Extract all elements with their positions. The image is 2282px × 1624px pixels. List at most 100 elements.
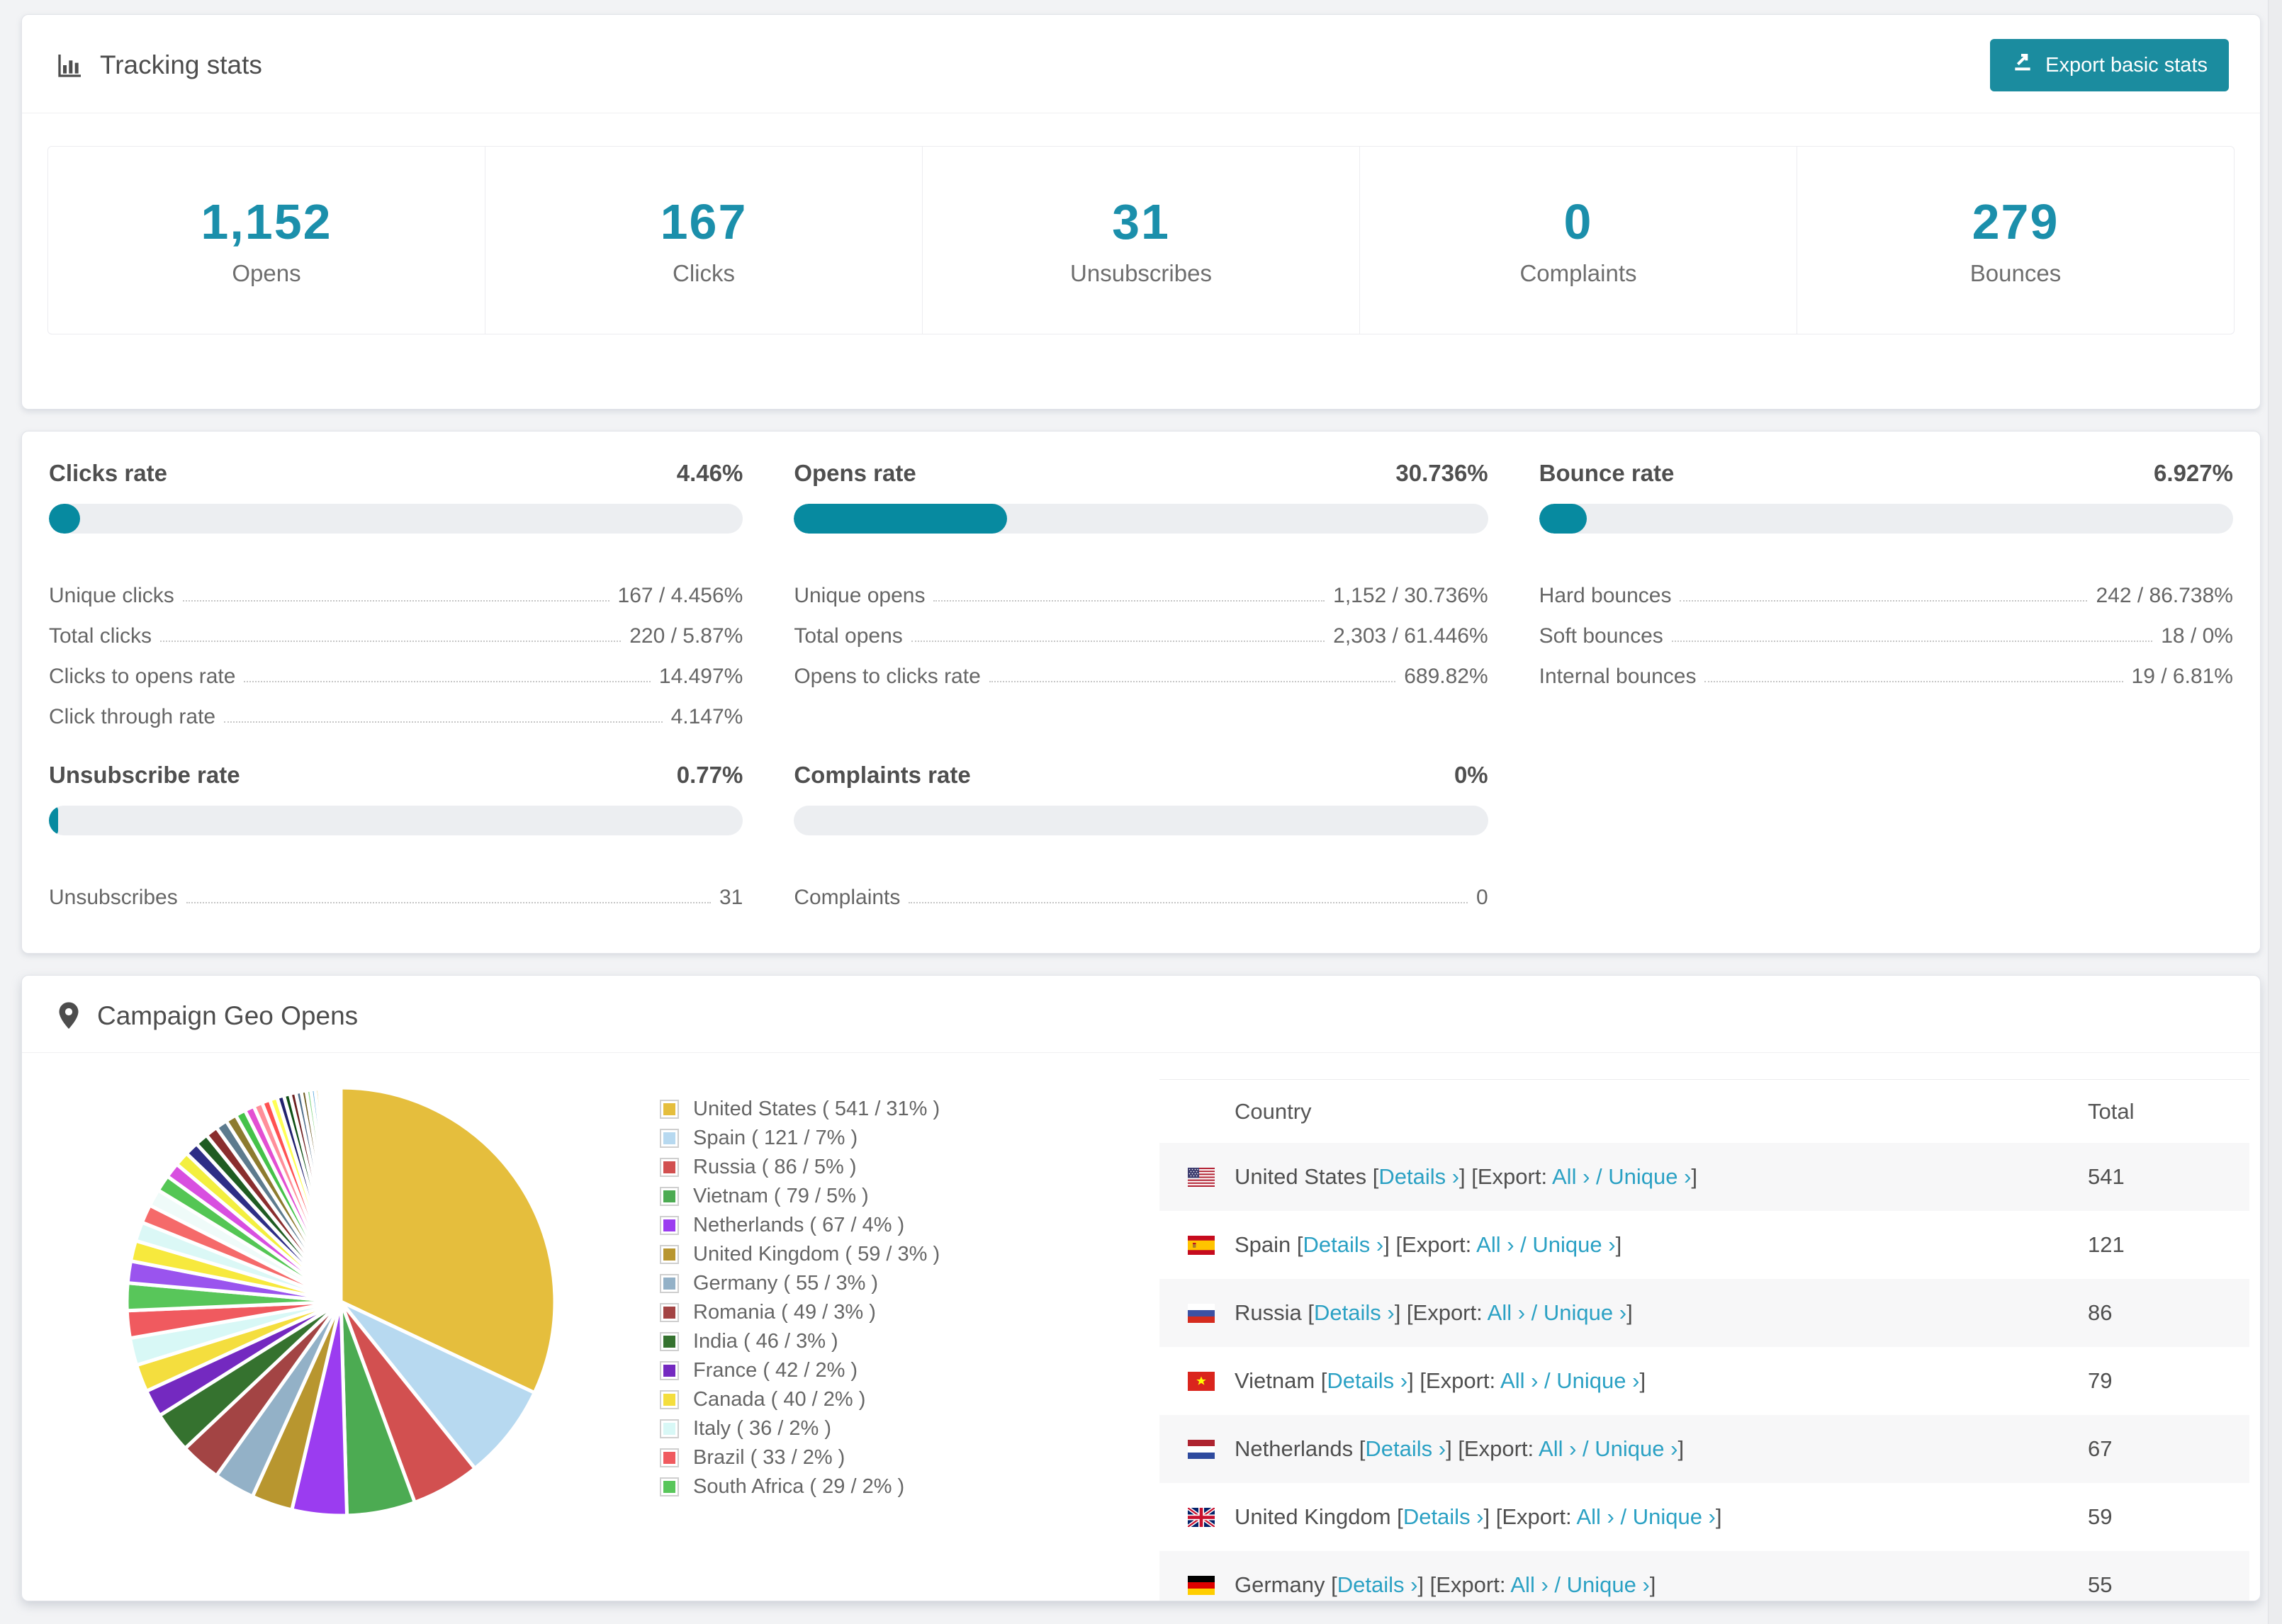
rate-detail-row: Soft bounces 18 / 0% (1539, 608, 2233, 648)
vn-flag-icon (1188, 1371, 1215, 1391)
geo-row-text: Netherlands [Details ›] [Export: All › /… (1235, 1436, 1684, 1462)
legend-swatch (660, 1187, 679, 1206)
rate-progress-fill (49, 806, 58, 835)
export-basic-stats-button[interactable]: Export basic stats (1990, 39, 2229, 91)
geo-table-row-nl: Netherlands [Details ›] [Export: All › /… (1159, 1415, 2249, 1483)
details-link[interactable]: Details › (1378, 1164, 1460, 1189)
rate-detail-value: 14.497% (658, 665, 743, 688)
legend-label: Brazil ( 33 / 2% ) (693, 1446, 845, 1469)
slash-separator: / (1614, 1504, 1633, 1529)
geo-table-header-total: Total (2088, 1098, 2135, 1124)
details-link[interactable]: Details › (1327, 1368, 1408, 1393)
scrollbar[interactable] (2268, 0, 2282, 1624)
export-all-link[interactable]: All › (1476, 1232, 1514, 1257)
rate-progress-bar (794, 504, 1488, 534)
export-all-link[interactable]: All › (1576, 1504, 1614, 1529)
country-name: Netherlands [ (1235, 1436, 1366, 1461)
details-link[interactable]: Details › (1403, 1504, 1484, 1529)
export-unique-link[interactable]: Unique › (1556, 1368, 1640, 1393)
ru-flag-icon (1188, 1303, 1215, 1323)
rate-value: 0.77% (676, 762, 743, 788)
export-button-label: Export basic stats (2045, 53, 2208, 77)
rate-value: 6.927% (2154, 460, 2233, 486)
details-link[interactable]: Details › (1365, 1436, 1446, 1461)
export-all-link[interactable]: All › (1552, 1164, 1590, 1189)
export-unique-link[interactable]: Unique › (1632, 1504, 1716, 1529)
export-all-link[interactable]: All › (1487, 1300, 1526, 1325)
details-link[interactable]: Details › (1313, 1300, 1395, 1325)
legend-item: Italy ( 36 / 2% ) (660, 1414, 940, 1443)
rate-detail-label: Total opens (794, 624, 903, 648)
export-all-link[interactable]: All › (1500, 1368, 1539, 1393)
legend-label: South Africa ( 29 / 2% ) (693, 1475, 905, 1498)
country-name: Russia [ (1235, 1300, 1314, 1325)
details-link[interactable]: Details › (1337, 1572, 1418, 1597)
export-unique-link[interactable]: Unique › (1543, 1300, 1627, 1325)
stat-label: Complaints (1519, 260, 1637, 286)
summary-stat-complaints: 0 Complaints (1360, 147, 1797, 334)
dotted-leader (933, 600, 1325, 602)
legend-item: United Kingdom ( 59 / 3% ) (660, 1240, 940, 1269)
rate-detail-label: Unique opens (794, 584, 926, 607)
rate-detail-value: 689.82% (1404, 665, 1488, 688)
geo-row-text: Spain [Details ›] [Export: All › / Uniqu… (1235, 1232, 1621, 1258)
dotted-leader (989, 681, 1396, 682)
rate-panel-unsubscribe-rate: Unsubscribe rate 0.77% Unsubscribes 31 (49, 762, 743, 910)
legend-item: Brazil ( 33 / 2% ) (660, 1443, 940, 1472)
legend-label: Italy ( 36 / 2% ) (693, 1417, 832, 1440)
rate-value: 0% (1454, 762, 1488, 788)
rate-detail-row: Complaints 0 (794, 869, 1488, 910)
rate-detail-value: 2,303 / 61.446% (1333, 624, 1488, 648)
rate-detail-value: 242 / 86.738% (2096, 584, 2233, 607)
legend-label: Germany ( 55 / 3% ) (693, 1272, 879, 1295)
pie-slice[interactable] (339, 1086, 557, 1395)
geo-table-row-de: Germany [Details ›] [Export: All › / Uni… (1159, 1551, 2249, 1601)
summary-stats-row: 1,152 Opens 167 Clicks 31 Unsubscribes 0… (47, 146, 2235, 334)
pie-slice[interactable] (338, 1086, 343, 1304)
legend-swatch (660, 1332, 679, 1351)
export-all-link[interactable]: All › (1539, 1436, 1577, 1461)
bracket-text: ] [Export: (1417, 1572, 1511, 1597)
legend-item: Romania ( 49 / 3% ) (660, 1298, 940, 1327)
pie-slice[interactable] (339, 1299, 536, 1470)
rate-panel-bounce-rate: Bounce rate 6.927% Hard bounces 242 / 86… (1539, 460, 2233, 729)
bracket-text: ] (1715, 1504, 1722, 1529)
bar-chart-icon (56, 51, 84, 79)
rate-panel-opens-rate: Opens rate 30.736% Unique opens 1,152 / … (794, 460, 1488, 729)
rate-panel-complaints-rate: Complaints rate 0% Complaints 0 (794, 762, 1488, 910)
rate-detail-label: Hard bounces (1539, 584, 1672, 607)
legend-item: Vietnam ( 79 / 5% ) (660, 1182, 940, 1211)
tracking-stats-title-text: Tracking stats (100, 50, 262, 79)
export-unique-link[interactable]: Unique › (1566, 1572, 1650, 1597)
legend-swatch (660, 1419, 679, 1438)
geo-table-row-es: Spain [Details ›] [Export: All › / Uniqu… (1159, 1211, 2249, 1279)
geo-table: Country Total United States [Details ›] … (1159, 1079, 2249, 1601)
legend-swatch (660, 1158, 679, 1177)
export-unique-link[interactable]: Unique › (1532, 1232, 1616, 1257)
export-unique-link[interactable]: Unique › (1608, 1164, 1692, 1189)
geo-row-total: 541 (2088, 1164, 2125, 1189)
map-pin-icon (56, 1001, 82, 1031)
dotted-leader (186, 902, 711, 903)
bracket-text: ] [Export: (1446, 1436, 1539, 1461)
rate-value: 4.46% (676, 460, 743, 486)
legend-label: Vietnam ( 79 / 5% ) (693, 1185, 869, 1207)
rate-detail-label: Unsubscribes (49, 886, 178, 909)
stat-value: 31 (1112, 194, 1170, 249)
rates-grid: Clicks rate 4.46% Unique clicks 167 / 4.… (22, 432, 2260, 938)
export-unique-link[interactable]: Unique › (1595, 1436, 1678, 1461)
rate-progress-fill (49, 504, 80, 534)
bracket-text: ] (1626, 1300, 1633, 1325)
rate-progress-bar (49, 806, 743, 835)
legend-label: United Kingdom ( 59 / 3% ) (693, 1243, 940, 1265)
geo-title-text: Campaign Geo Opens (97, 1001, 359, 1030)
export-all-link[interactable]: All › (1510, 1572, 1548, 1597)
details-link[interactable]: Details › (1303, 1232, 1384, 1257)
geo-row-text: United Kingdom [Details ›] [Export: All … (1235, 1504, 1722, 1530)
legend-item: Canada ( 40 / 2% ) (660, 1385, 940, 1414)
geo-table-row-vn: Vietnam [Details ›] [Export: All › / Uni… (1159, 1347, 2249, 1415)
legend-item: Germany ( 55 / 3% ) (660, 1269, 940, 1298)
geo-pie-chart (121, 1082, 561, 1521)
summary-stat-bounces: 279 Bounces (1797, 147, 2234, 334)
